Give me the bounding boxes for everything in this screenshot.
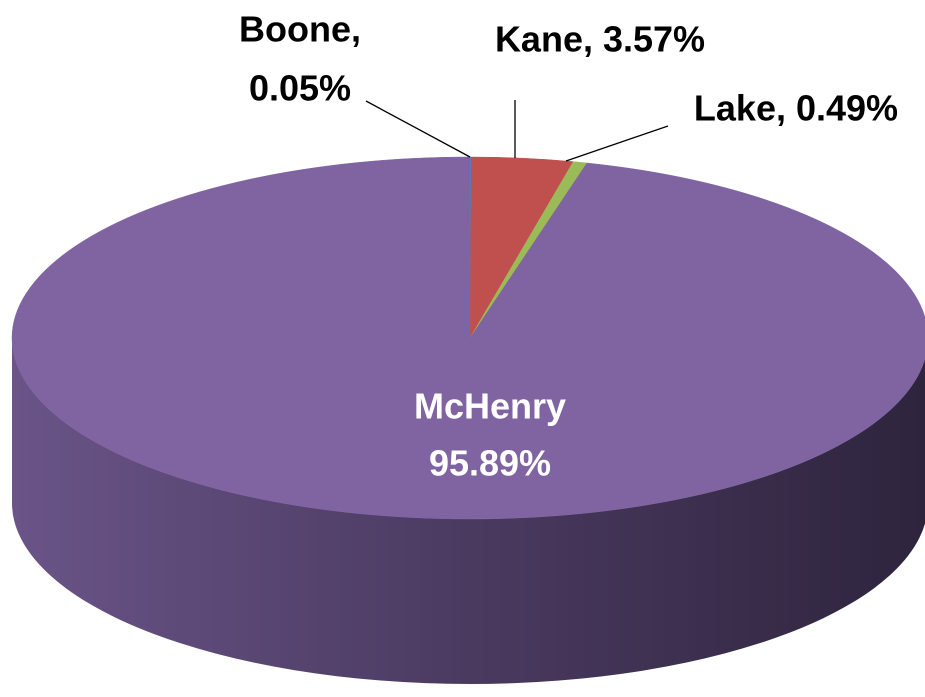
leader-line: [365, 100, 471, 158]
pie-slice: [11, 156, 925, 520]
data-label: Kane, 3.57%: [495, 19, 705, 60]
labels: Boone, 0.05% Kane, 3.57% Lake, 0.49% McHenry…: [239, 9, 898, 484]
leader-line: [565, 125, 669, 162]
data-label: Boone,: [239, 9, 361, 50]
data-label: Lake, 0.49%: [694, 88, 898, 129]
data-label: 0.05%: [249, 68, 351, 109]
data-label: McHenry: [414, 386, 566, 427]
pie-side: [12, 338, 925, 684]
pie: [11, 156, 925, 684]
data-label: 95.89%: [429, 443, 551, 484]
